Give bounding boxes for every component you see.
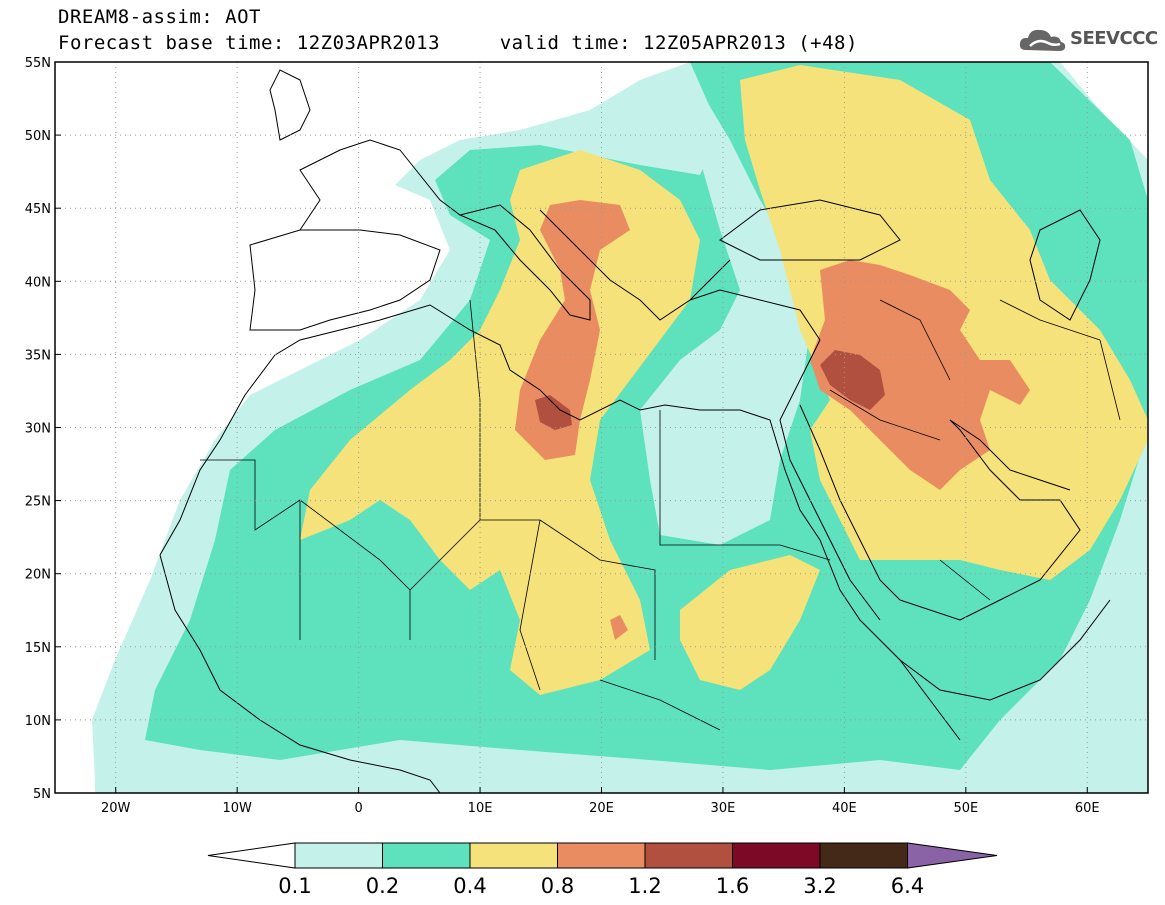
logo-text: SEEVCCC	[1070, 28, 1158, 49]
lon-tick-label: 60E	[1075, 801, 1100, 816]
colorbar-swatch	[732, 842, 821, 869]
graticule	[55, 62, 1148, 793]
axis-labels: 55N 50N 45N 40N 35N 30N 25N 20N 15N 10N 5N 20W 10W 0 1…	[25, 56, 1100, 816]
lon-tick-label: 20E	[589, 801, 614, 816]
lat-tick-label: 10N	[25, 714, 51, 729]
turkey-coastline	[689, 289, 821, 341]
balkans-coastline	[539, 209, 731, 321]
lon-tick-label: 30E	[711, 801, 736, 816]
aot-band-0.4-uk	[470, 470, 485, 490]
lat-tick-label: 35N	[25, 348, 51, 363]
lat-tick-label: 5N	[33, 787, 51, 802]
black-sea-coastline	[719, 199, 901, 261]
seevccc-logo: SEEVCCC	[1018, 24, 1158, 56]
lon-tick-label: 10E	[468, 801, 493, 816]
lat-tick-label: 50N	[25, 129, 51, 144]
persian-gulf-coast	[949, 419, 1071, 491]
forecast-time-subtitle: Forecast base time: 12Z03APR2013 valid t…	[58, 32, 858, 54]
arabian-coastline	[899, 419, 1081, 621]
colorbar-swatch	[294, 842, 383, 869]
france-coastline	[299, 139, 461, 231]
lat-tick-label: 55N	[25, 56, 51, 71]
lat-tick-label: 40N	[25, 275, 51, 290]
uk-coastline	[269, 69, 311, 141]
aot-contour-fields	[92, 62, 1148, 793]
colorbar-underflow-arrow	[207, 842, 296, 869]
italy-coastline	[458, 204, 591, 321]
lon-tick-label: 10W	[222, 801, 252, 816]
colorbar-swatch	[469, 842, 558, 869]
colorbar-level-label: 0.4	[453, 874, 486, 898]
colorbar-overflow-arrow	[907, 842, 998, 869]
lat-tick-label: 20N	[25, 568, 51, 583]
lon-tick-label: 20W	[101, 801, 131, 816]
lon-tick-label: 0	[354, 801, 362, 816]
lat-tick-label: 30N	[25, 422, 51, 437]
aot-band-0.8-west	[515, 200, 630, 460]
aot-band-0.8-east	[810, 260, 1030, 490]
border-lines	[200, 299, 1121, 731]
coastlines-and-borders	[159, 69, 1121, 793]
colorbar-level-label: 0.2	[366, 874, 399, 898]
aot-band-0.4-west	[300, 150, 700, 695]
colorbar-swatch	[644, 842, 733, 869]
colorbar: 0.1 0.2 0.4 0.8 1.2 1.6 3.2 6.4	[207, 842, 998, 898]
aot-band-1.2-east	[820, 350, 885, 410]
aot-band-0.8-chad	[610, 615, 628, 640]
aot-low-corridor	[640, 90, 810, 545]
caspian-coastline	[1029, 209, 1101, 321]
colorbar-level-label: 6.4	[891, 874, 924, 898]
cloud-logo-icon	[1019, 29, 1066, 51]
gulf-of-guinea-coast	[159, 554, 441, 793]
red-sea-east-coast	[799, 404, 901, 601]
colorbar-level-label: 0.8	[541, 874, 574, 898]
colorbar-swatch	[819, 842, 908, 869]
lat-tick-label: 15N	[25, 641, 51, 656]
aot-band-1.2	[535, 395, 572, 430]
colorbar-level-label: 0.1	[278, 874, 311, 898]
lat-tick-label: 45N	[25, 202, 51, 217]
colorbar-level-label: 1.2	[628, 874, 661, 898]
levant-coastline	[779, 339, 821, 421]
africa-coastline	[159, 304, 961, 741]
colorbar-level-label: 1.6	[716, 874, 749, 898]
colorbar-level-label: 3.2	[803, 874, 836, 898]
colorbar-swatch	[382, 842, 471, 869]
lon-tick-label: 40E	[832, 801, 857, 816]
iberia-coastline	[249, 229, 441, 331]
lon-tick-label: 50E	[953, 801, 978, 816]
map-title: DREAM8-assim: AOT	[58, 6, 261, 28]
colorbar-swatch	[557, 842, 646, 869]
aot-band-0.4-central	[680, 555, 820, 690]
red-sea-west-coast	[779, 419, 881, 621]
horn-of-africa-coast	[899, 599, 1111, 701]
lat-tick-label: 25N	[25, 495, 51, 510]
